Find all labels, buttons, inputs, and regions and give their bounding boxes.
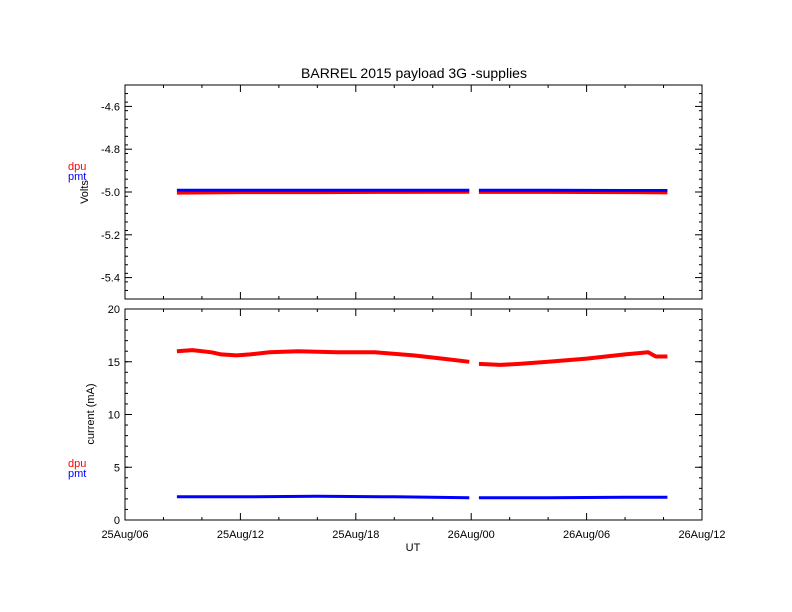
current-y-tick-label: 0 — [114, 515, 120, 527]
current-series-dpu-segment-0 — [176, 348, 470, 364]
voltage-series-dpu-segment-1 — [478, 190, 668, 195]
current-series-pmt-segment-0 — [176, 494, 470, 500]
voltage-legend-dpu: dpu — [68, 161, 86, 173]
current-series-pmt-segment-1 — [478, 495, 668, 500]
voltage-y-tick-label: -5.2 — [101, 230, 120, 242]
current-y-tick-label: 15 — [108, 357, 120, 369]
x-tick-label: 26Aug/12 — [678, 529, 725, 541]
current-series — [176, 348, 668, 500]
current-plot-frame — [124, 308, 703, 521]
current-legend-dpu: dpu — [68, 458, 86, 470]
x-tick-label: 25Aug/12 — [217, 529, 264, 541]
x-tick-label: 26Aug/00 — [448, 529, 495, 541]
voltage-y-tick-label: -5.0 — [101, 187, 120, 199]
current-y-tick-label: 20 — [108, 304, 120, 316]
current-panel: 0 5 10 15 20 25Aug/06 25Aug/12 25Aug/18 26Aug/00… — [68, 304, 726, 554]
current-y-tick-label: 10 — [108, 410, 120, 422]
current-legend-pmt: pmt — [68, 468, 86, 480]
current-y-axis-title: current (mA) — [85, 383, 97, 444]
current-series-dpu-segment-1 — [478, 350, 668, 367]
x-tick-label: 25Aug/18 — [332, 529, 379, 541]
x-axis-title: UT — [406, 542, 421, 554]
voltage-legend-pmt: pmt — [68, 171, 86, 183]
voltage-y-tick-label: -4.6 — [101, 101, 120, 113]
voltage-series-dpu-segment-0 — [176, 190, 470, 195]
current-ticks: 0 5 10 15 20 25Aug/06 25Aug/12 25Aug/18 26Aug/00… — [101, 304, 725, 541]
voltage-y-tick-label: -4.8 — [101, 144, 120, 156]
x-tick-label: 25Aug/06 — [101, 529, 148, 541]
voltage-panel: -4.6 -4.8 -5.0 -5.2 -5.4 Volts dpu pmt — [68, 84, 703, 300]
voltage-series — [176, 188, 668, 195]
current-y-tick-label: 5 — [114, 462, 120, 474]
x-tick-label: 26Aug/06 — [563, 529, 610, 541]
voltage-y-tick-label: -5.4 — [101, 273, 120, 285]
voltage-y-axis-title: Volts — [79, 180, 91, 204]
voltage-ticks: -4.6 -4.8 -5.0 -5.2 -5.4 — [101, 84, 703, 300]
chart-title: BARREL 2015 payload 3G -supplies — [301, 65, 527, 81]
